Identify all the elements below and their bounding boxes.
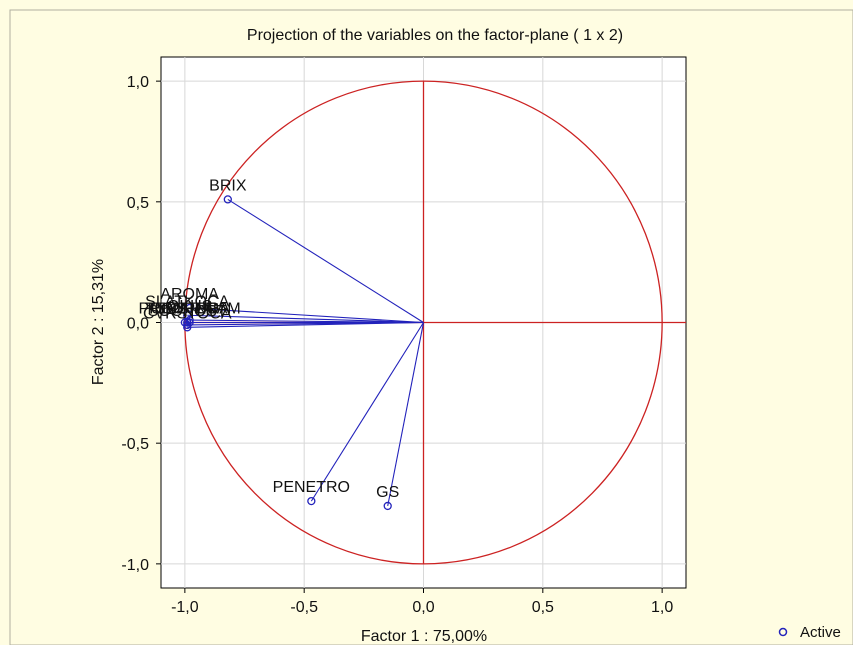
x-axis-label: Factor 1 : 75,00% [361,628,487,645]
x-tick-label: 0,5 [532,599,554,616]
point-brix [223,195,232,204]
point-tekstura [183,318,192,327]
point-label-ukupno: UKUPNO [151,301,219,318]
point-label-aroma: AROMA [160,286,219,303]
legend-marker [778,627,788,637]
legend-label-active: Active [800,624,841,641]
point-label-slatkoca: SLATKOCA [145,293,230,310]
plot-panel-border [9,9,853,645]
point-socnost [183,320,192,330]
point-label-cvrstoca: CVRSTOCA [143,305,232,322]
vector-gs [387,322,425,507]
point-label-gs: GS [376,484,399,501]
vector-slatkoca [187,314,424,324]
chart-title: Projection of the variables on the facto… [247,27,623,44]
point-label-promjenam: PROMJENAM [139,301,241,318]
point-gs [383,501,392,511]
point-aroma [185,303,194,313]
vector-brix [227,198,424,323]
point-label-penetro: PENETRO [273,479,350,496]
point-penetro [307,496,316,506]
y-tick-label: 0,0 [127,316,149,333]
variable-vectors [180,195,425,511]
vector-cvrstoca [187,321,424,328]
point-label-socnost: SOCNOST [148,303,227,320]
x-tick-label: 1,0 [651,599,673,616]
vector-penetro [310,322,424,502]
point-cvrstoca [183,323,192,332]
y-tick-label: -1,0 [121,557,149,574]
x-tick-label: -1,0 [171,599,199,616]
y-tick-label: -0,5 [121,436,149,453]
point-labels: BRIX AROMASLATKOCAOKUSTEKSTURASOCNOSTUKUP… [139,177,400,501]
point-label-okus: OKUS [167,298,212,315]
point-okus [185,315,194,325]
point-ukupno [180,318,190,327]
legend: Active [778,624,841,641]
point-promjenam [185,318,194,327]
point-label-brix: BRIX [209,177,247,194]
y-axis-label: Factor 2 : 15,31% [90,259,107,385]
point-label-tekstura: TEKSTURA [145,301,231,318]
y-tick-label: 0,5 [127,195,149,212]
x-tick-label: 0,0 [412,599,434,616]
y-tick-label: 1,0 [127,74,149,91]
x-tick-label: -0,5 [290,599,318,616]
axis-ticks: -1,0 -0,5 0,0 0,5 1,0 1,0 0,5 0,0 -0,5 -1,0 [121,74,673,616]
vector-aroma [189,307,424,324]
